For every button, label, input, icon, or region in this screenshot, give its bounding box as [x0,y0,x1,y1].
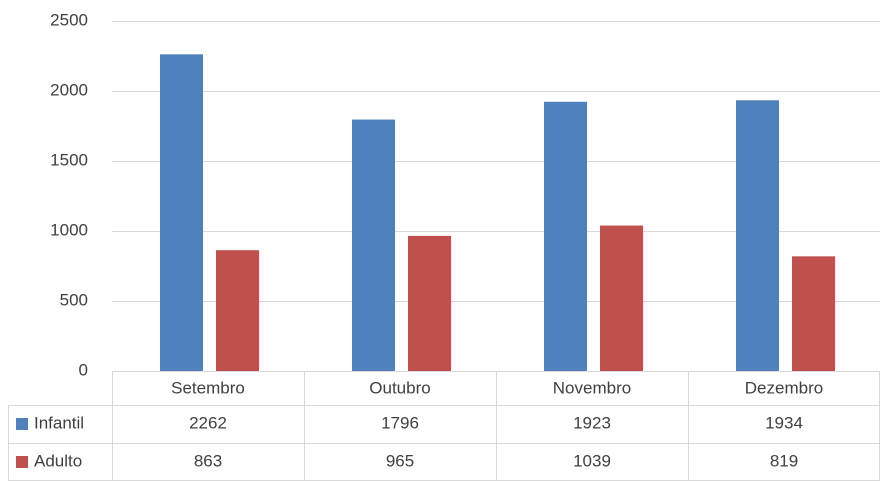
y-tick-label: 1000 [50,220,88,239]
bar [736,100,779,372]
table-value: 1039 [573,451,611,470]
y-tick-label: 2000 [50,80,88,99]
table-value: 1796 [381,413,419,432]
legend-swatch [16,456,28,468]
bar [792,256,835,371]
legend-swatch [16,418,28,430]
table-value: 1934 [765,413,803,432]
x-tick-label: Dezembro [745,378,823,397]
x-tick-label: Setembro [171,378,245,397]
y-tick-label: 1500 [50,150,88,169]
bar [352,119,395,371]
table-value: 2262 [189,413,227,432]
table-value: 819 [770,451,798,470]
table-value: 1923 [573,413,611,432]
bar [160,54,203,371]
y-tick-label: 500 [60,290,88,309]
y-tick-label: 0 [79,360,88,379]
legend-label: Infantil [34,413,84,432]
x-tick-label: Outubro [369,378,430,397]
x-tick-label: Novembro [553,378,631,397]
bar [216,250,259,371]
table-value: 965 [386,451,414,470]
bar [544,101,587,371]
table-value: 863 [194,451,222,470]
legend-label: Adulto [34,451,82,470]
bar [600,225,643,371]
y-tick-label: 2500 [50,10,88,29]
bar [408,235,451,371]
